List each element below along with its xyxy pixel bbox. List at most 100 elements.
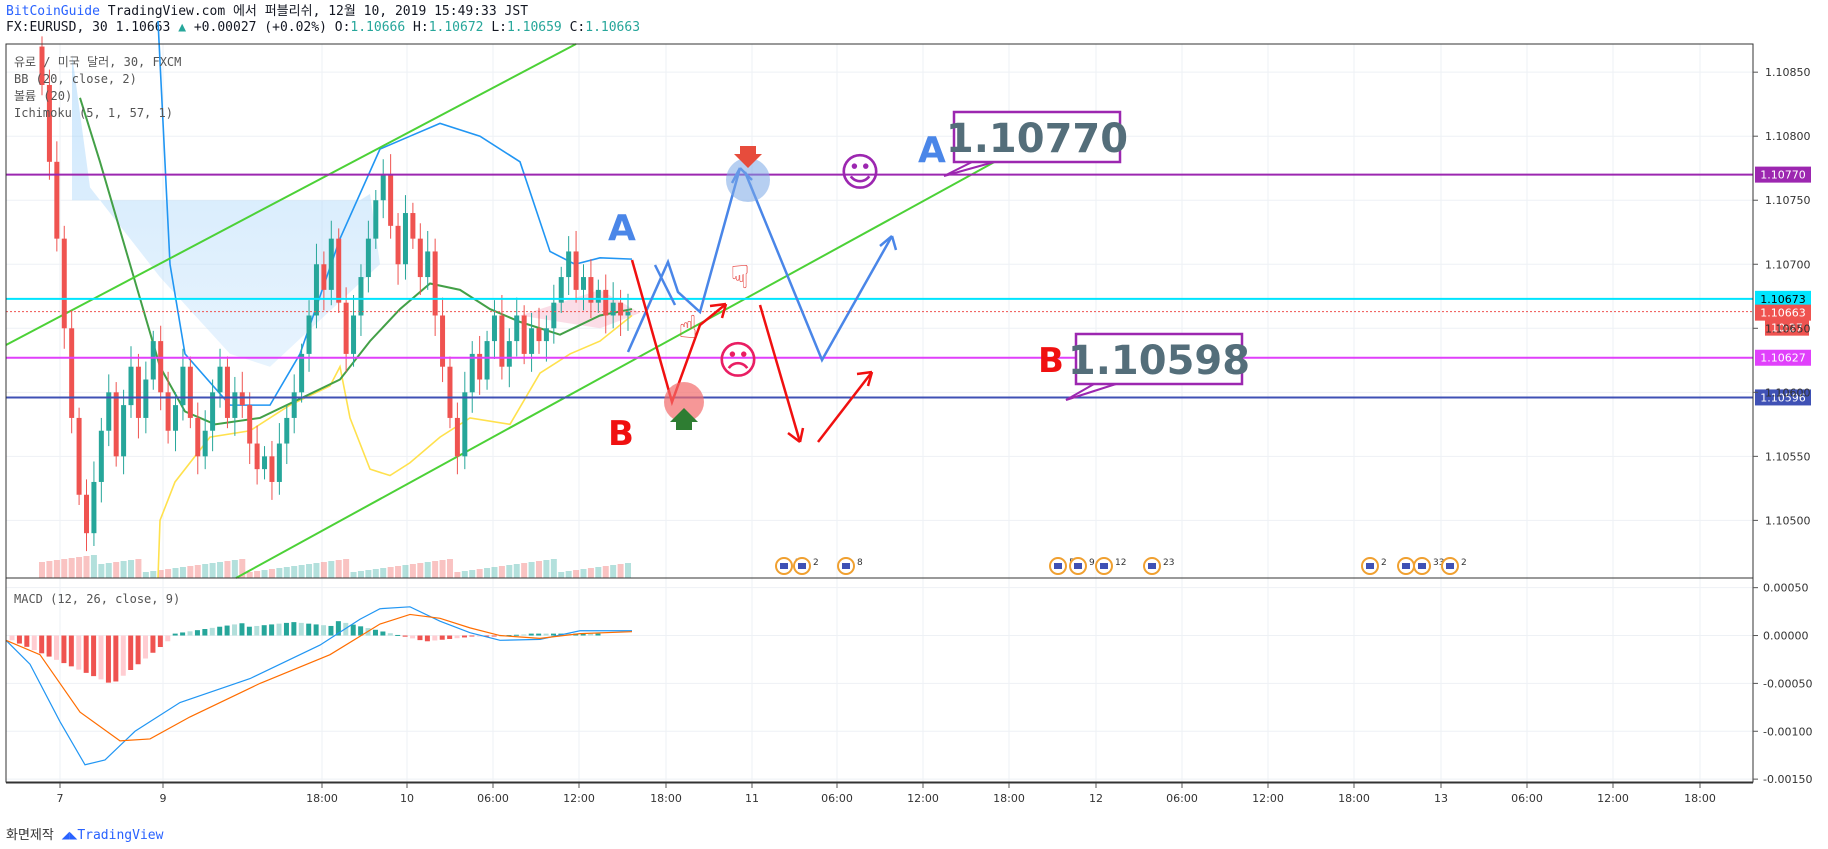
volume-bar: [217, 562, 224, 578]
macd-histogram-bar: [120, 635, 126, 676]
volume-bar: [142, 572, 149, 578]
event-flag-icon: [1366, 563, 1374, 569]
channel-upper-line: [5, 43, 577, 346]
macd-histogram-bar: [98, 635, 104, 680]
price-level-tag: [1755, 349, 1811, 366]
time-tick-label: 06:00: [1511, 792, 1543, 805]
macd-histogram-bar: [83, 635, 89, 673]
candle: [417, 238, 423, 278]
candle: [328, 238, 334, 290]
volume-bars: [39, 555, 631, 578]
macd-histogram-bar: [16, 635, 22, 644]
path-a-arrow-head: [879, 235, 893, 247]
volume-bar: [409, 564, 416, 578]
volume-bar: [194, 565, 201, 578]
time-tick-label: 10: [400, 792, 414, 805]
candle: [299, 353, 305, 393]
candle: [603, 289, 609, 316]
macd-histogram-bar: [31, 635, 37, 651]
macd-legend[interactable]: MACD (12, 26, close, 9): [14, 592, 181, 606]
callout-b-value: 1.10598: [1068, 338, 1250, 384]
event-markers[interactable]: 222859122322332: [775, 557, 1467, 575]
path-a-arrow: [626, 167, 742, 353]
close-value: 1.10663: [585, 20, 641, 35]
macd-histogram-bar: [454, 635, 460, 639]
macd-histogram-bar: [180, 632, 186, 636]
volume-bar: [446, 559, 453, 578]
volume-bar: [150, 571, 157, 578]
volume-bar: [246, 572, 253, 578]
candle: [573, 251, 579, 290]
event-flag-icon: [1074, 563, 1082, 569]
event-count: 12: [1115, 558, 1126, 568]
macd-histogram-bar: [417, 635, 423, 641]
macd-histogram-bar: [335, 621, 341, 636]
channel-lower-line: [235, 147, 1021, 579]
volume-bar: [46, 561, 53, 578]
callout-a-box: [952, 110, 1122, 164]
macd-histogram-bar: [150, 635, 156, 653]
macd-histogram-bar: [476, 635, 482, 637]
macd-histogram-bar: [588, 633, 594, 636]
volume-bar: [239, 559, 246, 578]
volume-bar: [90, 555, 97, 578]
volume-bar: [565, 571, 572, 578]
candle: [91, 481, 97, 534]
macd-histogram-bar: [194, 630, 200, 636]
candle: [343, 302, 349, 354]
candle: [358, 277, 364, 316]
time-tick-label: 9: [160, 792, 167, 805]
legend-title[interactable]: 유로 / 미국 달러, 30, FXCM: [14, 55, 182, 69]
macd-histogram-bar: [261, 625, 267, 636]
macd-histogram-bar: [46, 635, 52, 657]
macd-histogram-bar: [24, 635, 30, 647]
event-count: 23: [1163, 558, 1174, 568]
macd-histogram-bar: [283, 622, 289, 636]
candle: [469, 353, 475, 393]
high-value: 1.10672: [428, 20, 484, 35]
indicator-lines: [5, 20, 1021, 579]
macd-histogram-bar: [68, 635, 74, 667]
price-tick-label: 1.10600: [1765, 386, 1811, 399]
macd-histogram-bar: [209, 627, 215, 636]
volume-bar: [469, 570, 476, 578]
tradingview-link[interactable]: TradingView: [77, 828, 164, 843]
symbol-label[interactable]: FX:EURUSD, 30: [6, 20, 108, 35]
candle: [46, 84, 52, 162]
macd-histogram-bar: [269, 624, 275, 636]
price-level-tag: [1755, 304, 1811, 321]
path-b-arrow-head: [787, 432, 801, 443]
volume-bar: [172, 568, 179, 578]
legend-volume[interactable]: 볼륨 (20): [14, 89, 73, 103]
time-tick-label: 06:00: [477, 792, 509, 805]
event-flag-icon: [842, 563, 850, 569]
macd-histogram-bar: [402, 635, 408, 637]
legend-bb[interactable]: BB (20, close, 2): [14, 72, 137, 86]
event-flag-icon: [1054, 563, 1062, 569]
candle: [247, 405, 253, 444]
macd-histogram-bar: [187, 631, 193, 636]
candle: [499, 315, 505, 367]
event-flag-icon: [798, 563, 806, 569]
event-flag-icon: [1418, 563, 1426, 569]
label-b: B: [608, 414, 634, 454]
up-arrow-icon: [670, 408, 698, 430]
candlesticks: [39, 36, 631, 552]
candle: [98, 430, 104, 482]
price-tick-label: 1.10650: [1765, 322, 1811, 335]
macd-histogram-bar: [521, 634, 527, 636]
volume-bar: [365, 570, 372, 578]
macd-histogram-bar: [380, 631, 386, 636]
brand-name[interactable]: BitCoinGuide: [6, 4, 100, 19]
candle: [536, 328, 542, 342]
macd-histogram-bar: [105, 635, 111, 683]
candle: [128, 366, 134, 406]
path-b-arrow-head: [720, 303, 728, 319]
macd-histogram-bar: [439, 635, 445, 640]
analysis-drawings[interactable]: ☺ ☹ ☟ ☝ A B A B 1.10770 1.10598: [608, 110, 1250, 454]
candle: [291, 392, 297, 418]
legend-ichimoku[interactable]: Ichimoku (5, 1, 57, 1): [14, 106, 173, 120]
axes: 1.10850 1.10800 1.10750 1.10700 1.10650 1.106…: [5, 43, 1812, 805]
